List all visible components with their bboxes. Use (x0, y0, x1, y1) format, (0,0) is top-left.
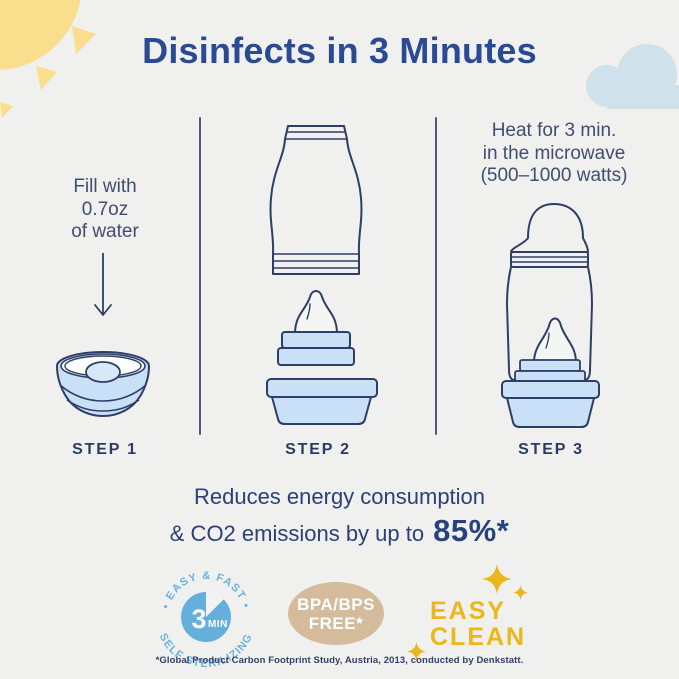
timer-unit: MIN (208, 619, 228, 630)
column-divider-right (435, 117, 437, 435)
bottle-cap-icon (510, 203, 589, 268)
step1-instruction: Fill with 0.7oz of water (71, 176, 139, 242)
easy-clean-line1: EASY (430, 597, 507, 625)
nipple-and-collar-icon (277, 290, 355, 366)
bottle-base-icon (501, 380, 600, 428)
step3-label: STEP 3 (518, 441, 584, 458)
step3-instruction: Heat for 3 min. in the microwave (500–10… (480, 120, 628, 186)
easy-clean-line2: CLEAN (430, 623, 527, 651)
self-sterilizing-badge: • EASY & FAST • SELF STERILIZING 3 MIN (157, 570, 254, 670)
footnote-text: *Global Product Carbon Footprint Study, … (155, 655, 524, 666)
energy-claim-highlight: 85%* (433, 513, 510, 548)
energy-claim-line1: Reduces energy consumption (193, 484, 486, 509)
easy-clean-badge: EASY CLEAN (400, 560, 550, 662)
timer-number: 3 (191, 604, 206, 634)
energy-claim: Reduces energy consumption & CO2 emissio… (0, 484, 679, 549)
bottle-base-icon (266, 378, 378, 425)
cloud-icon (586, 44, 679, 109)
down-arrow-icon (94, 253, 112, 316)
easy-clean-text: EASY CLEAN (430, 598, 526, 650)
energy-claim-line2: & CO2 emissions by up to (169, 521, 425, 546)
page-title: Disinfects in 3 Minutes (142, 30, 537, 71)
sun-icon (0, 0, 96, 118)
assembled-bottle-icon (501, 203, 600, 428)
bottle-parts-stacked-icon (266, 125, 378, 425)
sparkle-icon (482, 564, 512, 594)
column-divider-left (199, 117, 201, 435)
sterilizer-base-bowl-icon (55, 351, 151, 418)
sparkle-icon (407, 642, 426, 661)
step1-label: STEP 1 (72, 441, 138, 458)
bottle-body-icon (505, 266, 594, 381)
inner-nipple-icon (514, 317, 586, 382)
sparkle-icon (513, 585, 528, 600)
bpa-free-badge: BPA/BPS FREE* (288, 582, 384, 645)
timer-circle-icon: 3 MIN (181, 591, 231, 642)
bottle-sleeve-icon (269, 125, 363, 275)
step2-label: STEP 2 (285, 441, 351, 458)
